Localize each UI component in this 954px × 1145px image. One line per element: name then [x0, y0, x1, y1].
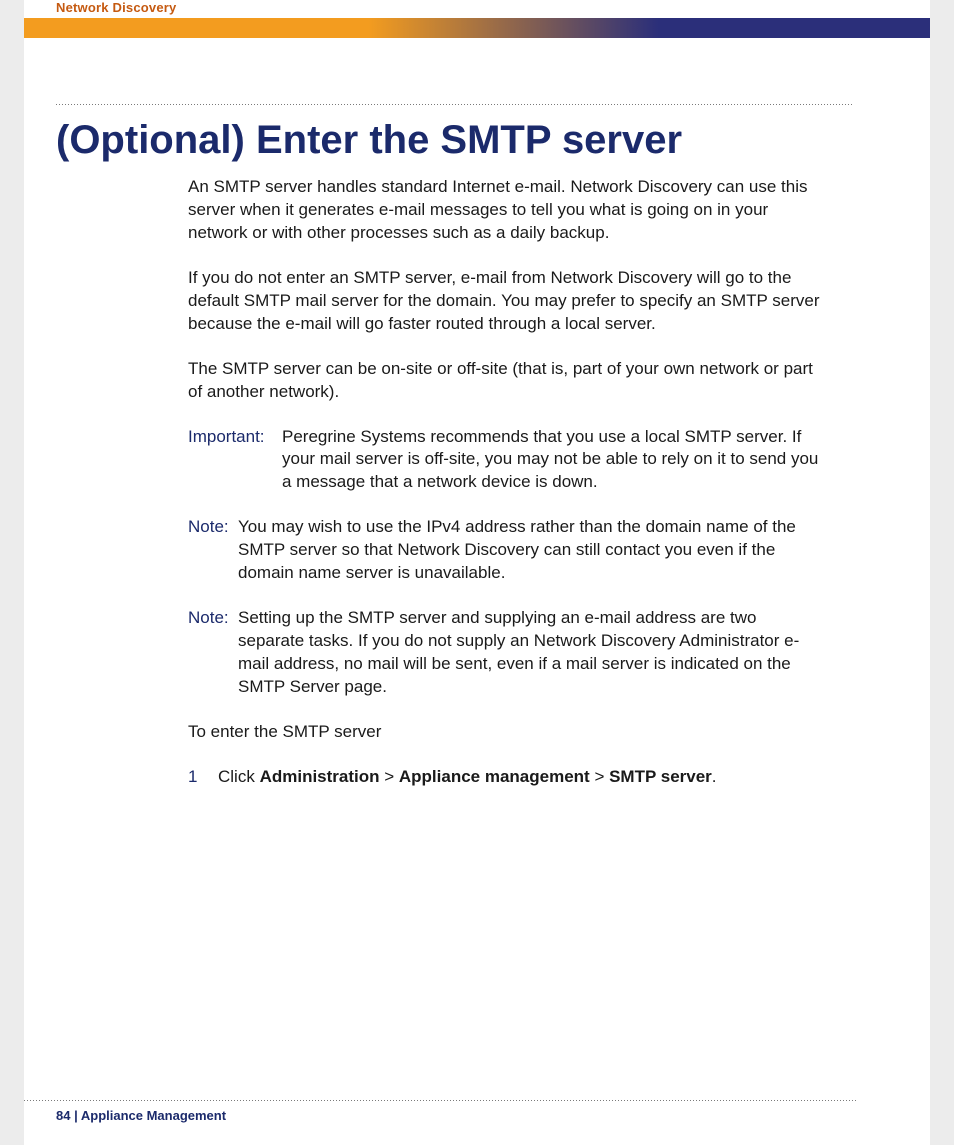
nav-administration: Administration: [260, 767, 380, 786]
note-text: You may wish to use the IPv4 address rat…: [238, 516, 824, 585]
paragraph: If you do not enter an SMTP server, e-ma…: [188, 267, 824, 336]
note-text: Setting up the SMTP server and supplying…: [238, 607, 824, 699]
paragraph: An SMTP server handles standard Internet…: [188, 176, 824, 245]
note-callout: Note: You may wish to use the IPv4 addre…: [188, 516, 824, 585]
procedure-lead: To enter the SMTP server: [188, 721, 824, 744]
step-suffix: .: [712, 767, 717, 786]
footer-rule: [24, 1100, 856, 1101]
step-prefix: Click: [218, 767, 260, 786]
step-text: Click Administration > Appliance managem…: [218, 766, 824, 789]
page: Network Discovery (Optional) Enter the S…: [24, 0, 930, 1145]
nav-smtp-server: SMTP server: [609, 767, 712, 786]
header-band: [24, 18, 930, 38]
nav-appliance-management: Appliance management: [399, 767, 590, 786]
left-gutter: [0, 0, 24, 1145]
step-1: 1 Click Administration > Appliance manag…: [188, 766, 824, 789]
paragraph: The SMTP server can be on-site or off-si…: [188, 358, 824, 404]
note-label: Note:: [188, 516, 238, 585]
note-callout: Note: Setting up the SMTP server and sup…: [188, 607, 824, 699]
note-label: Note:: [188, 607, 238, 699]
important-callout: Important: Peregrine Systems recommends …: [188, 426, 824, 495]
footer-section: Appliance Management: [81, 1108, 226, 1123]
body-region: An SMTP server handles standard Internet…: [188, 176, 824, 789]
page-number: 84: [56, 1108, 70, 1123]
breadcrumb-sep: >: [380, 767, 399, 786]
footer: 84 | Appliance Management: [56, 1108, 226, 1123]
page-title: (Optional) Enter the SMTP server: [56, 118, 682, 163]
breadcrumb-sep: >: [590, 767, 609, 786]
step-number: 1: [188, 766, 218, 789]
important-text: Peregrine Systems recommends that you us…: [282, 426, 824, 495]
title-rule: [56, 104, 854, 105]
running-head: Network Discovery: [56, 0, 176, 15]
important-label: Important:: [188, 426, 282, 495]
footer-sep: |: [70, 1108, 80, 1123]
